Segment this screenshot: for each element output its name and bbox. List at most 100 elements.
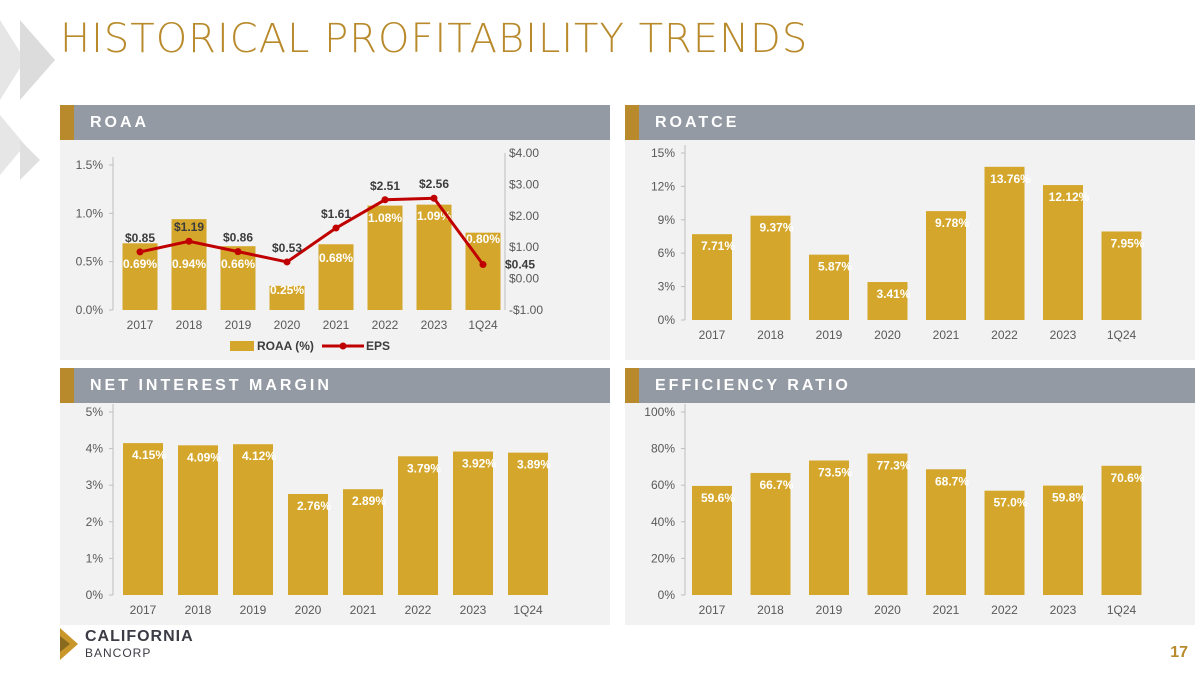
x-tick-label: 2019 bbox=[225, 318, 252, 332]
eps-point bbox=[136, 248, 144, 256]
y-tick-label: 0% bbox=[658, 313, 676, 327]
y-tick-label: 3% bbox=[658, 280, 676, 294]
y-tick-label: 60% bbox=[651, 478, 675, 492]
bar bbox=[367, 205, 403, 310]
bar bbox=[233, 444, 273, 595]
bar bbox=[453, 451, 493, 595]
bar-value-label: 4.12% bbox=[242, 449, 276, 463]
bar-value-label: 7.71% bbox=[701, 239, 735, 253]
y-tick-label: 20% bbox=[651, 551, 675, 565]
bar bbox=[984, 490, 1025, 595]
x-tick-label: 2018 bbox=[176, 318, 203, 332]
bar bbox=[867, 282, 908, 320]
bar bbox=[178, 445, 218, 595]
x-tick-label: 2023 bbox=[1050, 603, 1077, 617]
bar-value-label: 3.41% bbox=[876, 287, 910, 301]
y-tick-label: 6% bbox=[658, 246, 676, 260]
bar bbox=[692, 485, 732, 595]
page-number: 17 bbox=[1170, 644, 1188, 661]
x-tick-label: 2023 bbox=[460, 603, 487, 617]
bar bbox=[926, 211, 966, 320]
bar-value-label: 9.37% bbox=[759, 221, 793, 235]
bar bbox=[171, 219, 207, 310]
bar-value-label: 0.25% bbox=[270, 283, 304, 297]
bar bbox=[123, 443, 163, 595]
panel-roatce: ROATCE bbox=[625, 105, 1195, 360]
bar-value-label: 68.7% bbox=[935, 474, 969, 488]
panel-title: ROAA bbox=[90, 114, 150, 131]
bar-value-label: 2.89% bbox=[352, 494, 386, 508]
decorative-arrows bbox=[0, 20, 55, 180]
logo-line1: CALIFORNIA bbox=[85, 628, 194, 645]
eps-value-label: $0.45 bbox=[505, 257, 535, 271]
bar-value-label: 59.8% bbox=[1052, 491, 1086, 505]
bar-value-label: 0.80% bbox=[466, 232, 500, 246]
bar bbox=[984, 166, 1025, 320]
x-tick-label: 2020 bbox=[874, 328, 901, 342]
x-tick-label: 2018 bbox=[757, 328, 784, 342]
bar bbox=[288, 493, 328, 595]
x-tick-label: 2021 bbox=[933, 328, 960, 342]
x-tick-label: 2022 bbox=[372, 318, 399, 332]
bar-value-label: 1.08% bbox=[368, 211, 402, 225]
x-tick-label: 2022 bbox=[405, 603, 432, 617]
eps-value-label: $0.85 bbox=[125, 231, 155, 245]
x-tick-label: 2018 bbox=[185, 603, 212, 617]
legend-label-eps: EPS bbox=[366, 339, 390, 353]
eps-point bbox=[332, 224, 340, 232]
x-tick-label: 2017 bbox=[699, 603, 726, 617]
x-tick-label: 2023 bbox=[1050, 328, 1077, 342]
x-tick-label: 2023 bbox=[421, 318, 448, 332]
panel-roaa: ROAA bbox=[60, 105, 610, 360]
x-tick-label: 1Q24 bbox=[468, 318, 498, 332]
panel-title: EFFICIENCY RATIO bbox=[655, 377, 851, 394]
eps-point bbox=[185, 237, 193, 245]
x-tick-label: 2017 bbox=[127, 318, 154, 332]
bar-value-label: 2.76% bbox=[297, 499, 331, 513]
eps-value-label: $0.86 bbox=[223, 231, 253, 245]
x-tick-label: 2019 bbox=[816, 328, 843, 342]
bar bbox=[692, 234, 732, 320]
bar-value-label: 59.6% bbox=[701, 491, 735, 505]
y-tick-label: 0.5% bbox=[76, 255, 104, 269]
bar-value-label: 9.78% bbox=[935, 216, 969, 230]
y2-tick-label: $1.00 bbox=[509, 240, 539, 254]
legend-swatch-roaa bbox=[230, 341, 254, 351]
x-tick-label: 1Q24 bbox=[1107, 328, 1137, 342]
y2-tick-label: $2.00 bbox=[509, 209, 539, 223]
eps-point bbox=[283, 258, 291, 266]
y-tick-label: 1.5% bbox=[76, 158, 104, 172]
y-tick-label: 1% bbox=[86, 551, 104, 565]
x-tick-label: 2020 bbox=[274, 318, 301, 332]
bar bbox=[398, 456, 438, 595]
bar-value-label: 73.5% bbox=[818, 465, 852, 479]
bar bbox=[318, 244, 354, 310]
eps-point bbox=[430, 194, 438, 202]
x-tick-label: 1Q24 bbox=[513, 603, 543, 617]
y2-tick-label: $4.00 bbox=[509, 146, 539, 160]
bar bbox=[465, 232, 501, 310]
bar-value-label: 66.7% bbox=[759, 478, 793, 492]
x-tick-label: 2020 bbox=[874, 603, 901, 617]
y2-tick-label: -$1.00 bbox=[509, 303, 543, 317]
bar-value-label: 12.12% bbox=[1049, 190, 1090, 204]
y-tick-label: 12% bbox=[651, 179, 675, 193]
eps-value-label: $1.61 bbox=[321, 207, 351, 221]
bar-value-label: 77.3% bbox=[876, 459, 910, 473]
y-tick-label: 4% bbox=[86, 442, 104, 456]
legend-label-roaa: ROAA (%) bbox=[257, 339, 314, 353]
bar bbox=[926, 469, 966, 595]
bar-value-label: 0.68% bbox=[319, 251, 353, 265]
x-tick-label: 2021 bbox=[350, 603, 377, 617]
bar bbox=[343, 489, 383, 595]
eps-point bbox=[479, 260, 487, 268]
panel-title: ROATCE bbox=[655, 114, 740, 131]
y-tick-label: 80% bbox=[651, 442, 675, 456]
bar bbox=[1101, 231, 1142, 320]
bar-value-label: 7.95% bbox=[1110, 236, 1144, 250]
eps-line bbox=[139, 196, 485, 266]
bar-value-label: 0.94% bbox=[172, 257, 206, 271]
bar-value-label: 3.89% bbox=[517, 458, 551, 472]
y-tick-label: 0.0% bbox=[76, 303, 104, 317]
